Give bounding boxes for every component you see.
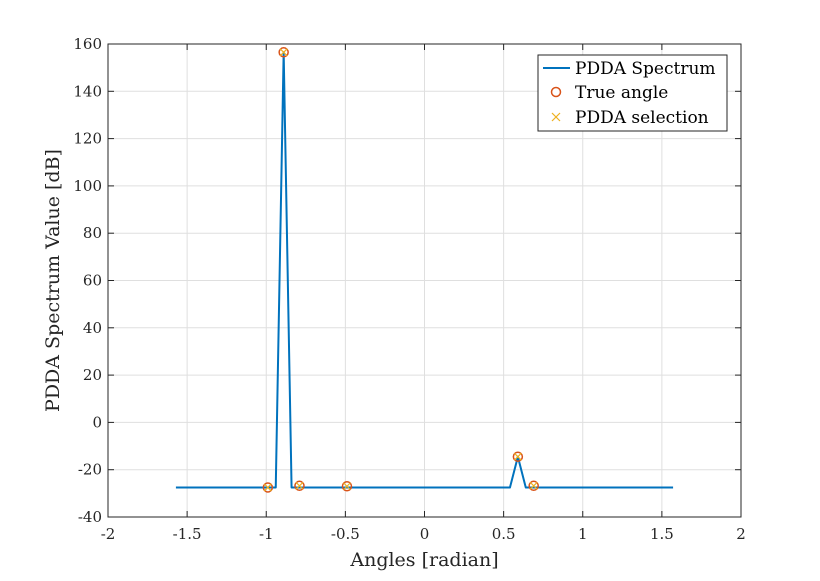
- y-tick-label: 80: [83, 224, 102, 242]
- x-tick-label: 1: [578, 525, 588, 543]
- y-tick-label: -40: [78, 508, 102, 526]
- x-tick-label: 0.5: [492, 525, 516, 543]
- legend-label-spectrum: PDDA Spectrum: [575, 59, 716, 79]
- y-axis-label: PDDA Spectrum Value [dB]: [42, 149, 64, 412]
- pdda-selection-marker: [529, 481, 538, 490]
- legend-circle-swatch: [550, 86, 562, 98]
- pdda-selection-marker: [513, 452, 522, 461]
- pdda-selection-marker: [295, 481, 304, 490]
- y-tick-label: 140: [73, 82, 102, 100]
- x-tick-label: -1.5: [173, 525, 202, 543]
- y-tick-label: 120: [73, 130, 102, 148]
- axis-ticks: -2 -1.5 -1 -0.5 0 0.5 1 1.5 2 -40 -20 0 20 40 60 80 100 1…: [73, 35, 745, 543]
- pdda-selection-stroke: [513, 452, 522, 461]
- pdda-selection-stroke: [263, 483, 272, 492]
- y-tick-label: 0: [92, 413, 102, 431]
- true-angle-marker: [262, 482, 274, 493]
- pdda-selection-stroke: [343, 482, 351, 491]
- pdda-selection-marker: [263, 483, 272, 492]
- y-tick-label: -20: [78, 461, 102, 479]
- x-tick-label: -2: [101, 525, 116, 543]
- pdda-selection-stroke: [295, 481, 304, 490]
- y-tick-label: 160: [73, 35, 102, 53]
- true-angle-marker: [294, 480, 305, 492]
- pdda-selection-marker: [343, 482, 351, 491]
- true-angle-marker: [278, 47, 289, 58]
- y-tick-label: 20: [83, 366, 102, 384]
- x-tick-label: 2: [736, 525, 746, 543]
- x-axis-label: Angles [radian]: [349, 549, 498, 571]
- x-tick-label: 0: [420, 525, 430, 543]
- true-angle-marker: [512, 451, 524, 462]
- x-tick-label: 1.5: [650, 525, 674, 543]
- true-angle-marker: [341, 481, 353, 492]
- x-tick-label: -0.5: [331, 525, 360, 543]
- pdda-selection-stroke: [529, 481, 538, 490]
- legend-x-stroke: [551, 112, 561, 122]
- true-angle-marker: [528, 480, 539, 492]
- legend-x-swatch: [551, 112, 561, 122]
- legend-label-pdda-selection: PDDA selection: [575, 108, 709, 128]
- y-tick-label: 40: [83, 319, 102, 337]
- x-tick-label: -1: [259, 525, 274, 543]
- pdda-selection-marker: [279, 48, 288, 57]
- plot-area: [175, 47, 674, 493]
- legend: PDDA Spectrum True angle PDDA selection: [537, 54, 728, 132]
- y-tick-label: 60: [83, 272, 102, 290]
- pdda-selection-stroke: [279, 48, 288, 57]
- legend-label-true-angle: True angle: [575, 83, 668, 103]
- y-tick-label: 100: [73, 177, 102, 195]
